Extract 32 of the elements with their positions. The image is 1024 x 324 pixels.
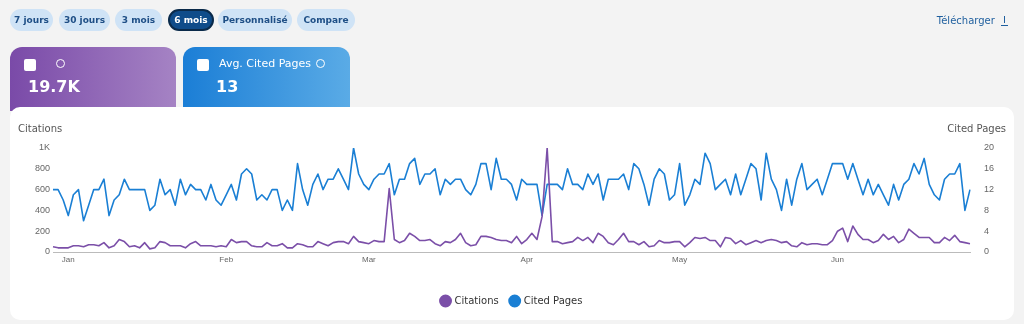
y-tick-label: 200 xyxy=(34,225,50,236)
y2-tick-label: 8 xyxy=(984,204,990,215)
x-tick-label: Apr xyxy=(520,255,534,264)
legend-label: Citations xyxy=(454,294,499,306)
x-tick-label: Jun xyxy=(831,255,844,264)
y-tick-label: 1K xyxy=(38,142,50,153)
text: 3 mois xyxy=(115,9,162,31)
text: 19.7K xyxy=(28,77,80,96)
y-axis-title: Citations xyxy=(18,122,63,134)
text: 7 jours xyxy=(10,9,53,31)
text: Télécharger xyxy=(936,15,996,26)
y-tick-label: 400 xyxy=(34,204,50,215)
y2-tick-label: 4 xyxy=(984,225,990,236)
y2-tick-label: 12 xyxy=(984,184,995,195)
y2-tick-label: 20 xyxy=(984,142,995,153)
text: 30 jours xyxy=(59,9,110,31)
y-tick-label: 800 xyxy=(34,163,50,174)
text: 6 mois xyxy=(168,9,214,31)
x-tick-label: Feb xyxy=(219,255,234,264)
text: Avg. Cited Pages xyxy=(219,57,312,70)
text: Personnalisé xyxy=(218,9,292,31)
text: Compare xyxy=(297,9,355,31)
y2-axis-title: Cited Pages xyxy=(947,122,1006,134)
legend-label: Cited Pages xyxy=(523,294,583,306)
y-tick-label: 600 xyxy=(34,184,50,195)
x-tick-label: May xyxy=(672,255,688,264)
y2-tick-label: 0 xyxy=(984,246,990,257)
x-tick-label: Jan xyxy=(61,255,75,264)
y-tick-label: 0 xyxy=(44,246,50,257)
text: 13 xyxy=(216,77,239,96)
x-tick-label: Mar xyxy=(361,255,377,264)
y2-tick-label: 16 xyxy=(984,163,995,174)
